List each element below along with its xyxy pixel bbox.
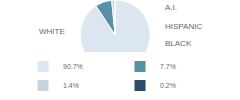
svg-text:A.I.: A.I. — [165, 3, 177, 12]
svg-text:BLACK: BLACK — [165, 39, 192, 48]
svg-text:HISPANIC: HISPANIC — [165, 22, 202, 31]
svg-text:1.4%: 1.4% — [63, 82, 79, 89]
svg-text:7.7%: 7.7% — [160, 63, 176, 70]
svg-text:WHITE: WHITE — [39, 27, 65, 36]
svg-text:90.7%: 90.7% — [63, 63, 83, 70]
svg-text:0.2%: 0.2% — [160, 82, 176, 89]
